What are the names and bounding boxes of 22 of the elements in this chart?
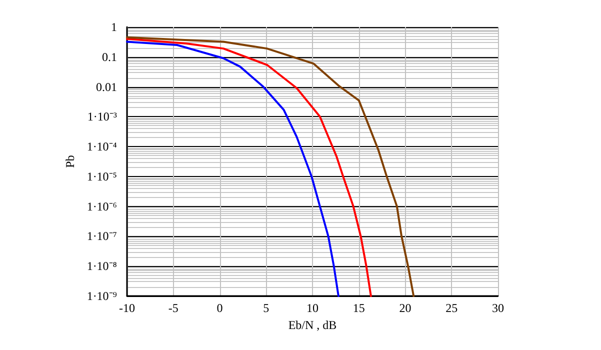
- x-tick-label: 10: [306, 301, 318, 315]
- x-tick-label: 0: [216, 301, 223, 315]
- x-tick-label: 25: [446, 301, 458, 315]
- y-tick-label: 1·10⁻⁷: [86, 229, 117, 244]
- y-tick-label: 0.1: [102, 50, 117, 64]
- y-tick-label: 1·10⁻⁴: [86, 140, 117, 154]
- y-tick-label: 1·10⁻⁹: [86, 289, 117, 303]
- y-axis-title: Pb: [62, 155, 77, 168]
- x-tick-label: 5: [263, 301, 270, 315]
- x-tick-label: 30: [492, 301, 504, 315]
- y-tick-label: 0.01: [96, 80, 117, 94]
- x-tick-label: 15: [352, 301, 365, 315]
- x-axis-title: Eb/N , dB: [288, 318, 337, 332]
- y-tick-label: 1·10⁻⁵: [86, 169, 117, 184]
- y-tick-label: 1·10⁻³: [87, 110, 118, 124]
- x-tick-label: -5: [168, 301, 178, 315]
- y-tick-label: 1·10⁻⁶: [86, 199, 117, 214]
- x-tick-label: -10: [119, 301, 135, 315]
- x-tick-label: 20: [399, 301, 412, 315]
- y-tick-label: 1: [111, 20, 117, 34]
- line-series: [126, 36, 415, 297]
- y-tick-label: 1·10⁻⁸: [86, 259, 117, 274]
